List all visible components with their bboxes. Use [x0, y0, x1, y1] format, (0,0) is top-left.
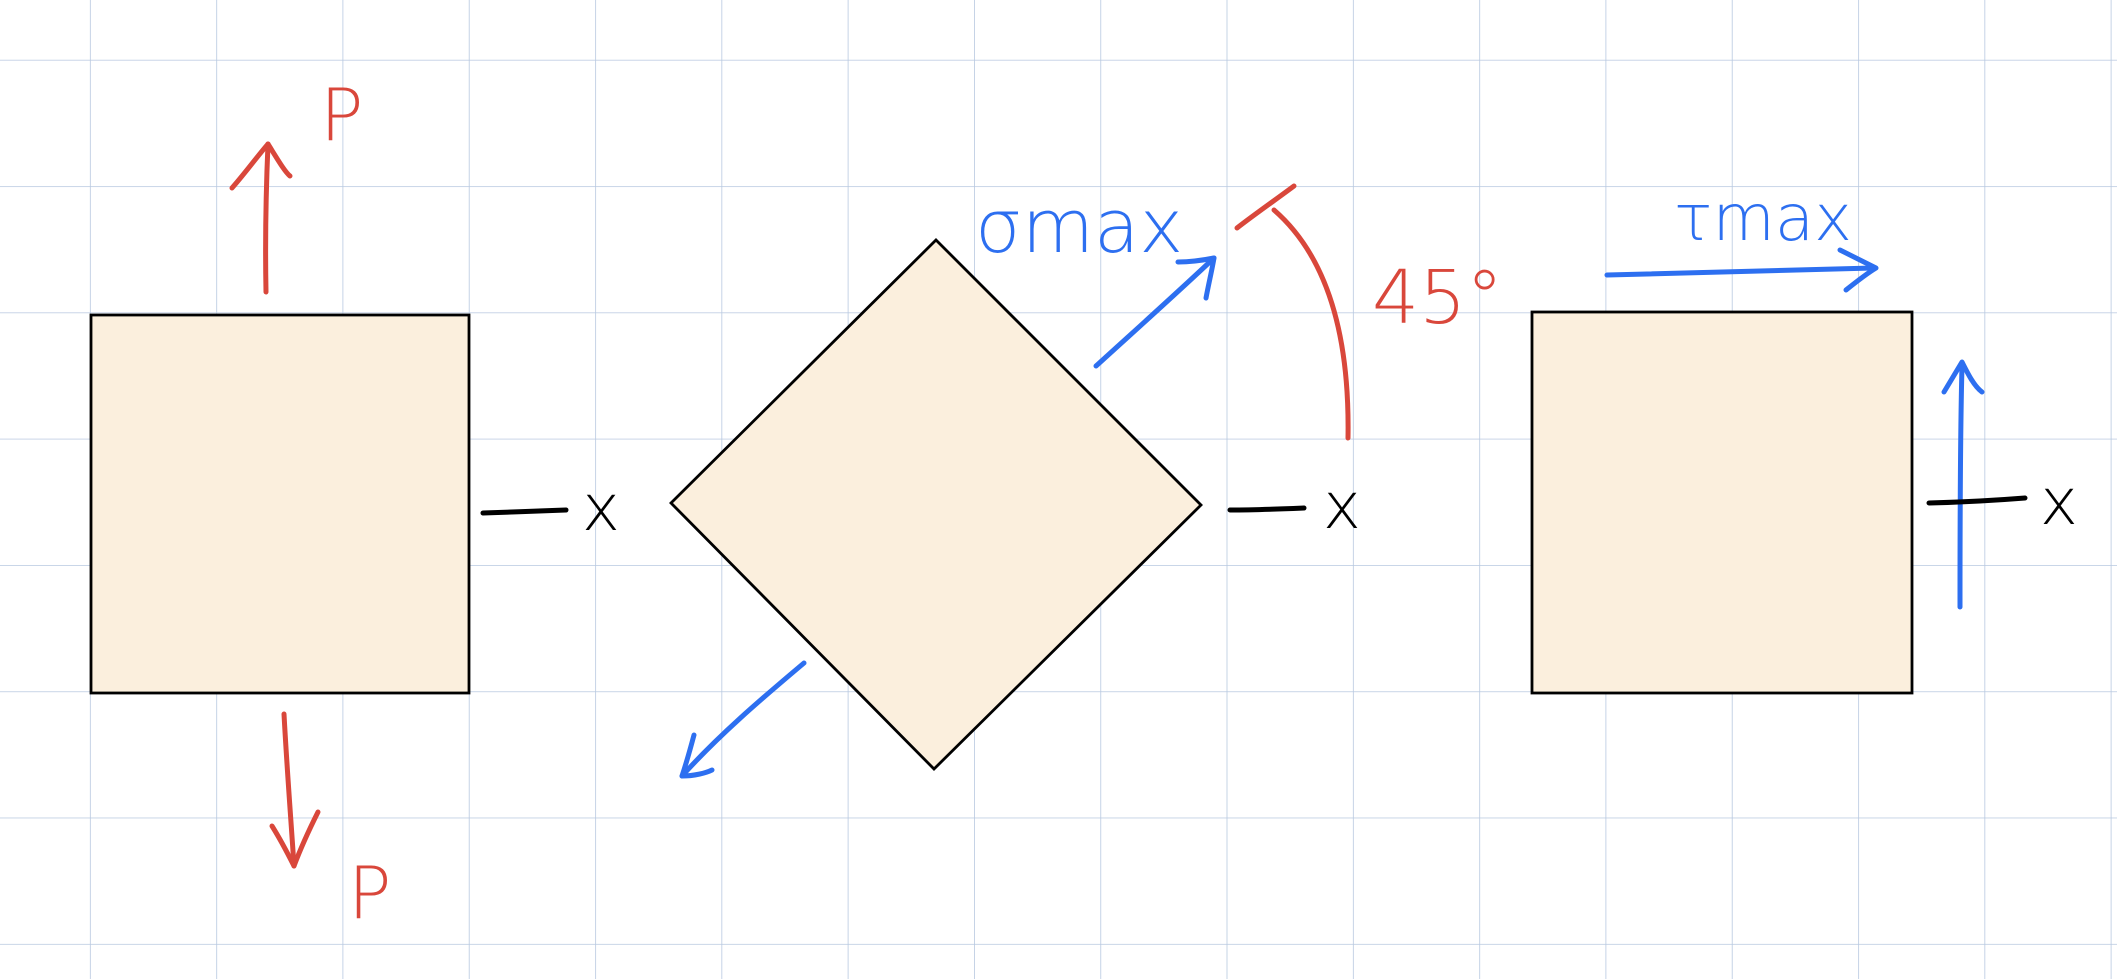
load-label-bottom: P [348, 851, 391, 935]
panel-rotated: σmax 45° x [669, 183, 1503, 779]
normal-stress-arrow-upper [1093, 255, 1217, 369]
shear-arrow-top [1604, 247, 1879, 293]
normal-stress-arrow-lower [679, 660, 807, 779]
normal-stress-label: σmax [975, 184, 1183, 270]
load-label-top: P [320, 73, 363, 157]
panel-shear: τmax x [1530, 182, 2078, 695]
load-arrow-down [269, 711, 321, 869]
load-arrow-up [229, 141, 293, 295]
x-axis-label-shear: x [2040, 466, 2078, 540]
x-axis-label: x [582, 472, 620, 546]
uniaxial-element [89, 313, 471, 695]
angle-marker [1234, 183, 1351, 441]
x-axis-line-shear [1926, 495, 2028, 506]
panel-uniaxial: P P x [89, 73, 620, 935]
shear-element [1530, 310, 1914, 695]
shear-arrow-right [1941, 359, 1985, 610]
rotated-element [669, 238, 1203, 771]
x-axis-label-rotated: x [1323, 470, 1361, 544]
shear-stress-label: τmax [1674, 182, 1852, 256]
angle-label: 45° [1372, 255, 1503, 341]
x-axis-line-rotated [1227, 505, 1307, 513]
x-axis-line [480, 507, 569, 516]
